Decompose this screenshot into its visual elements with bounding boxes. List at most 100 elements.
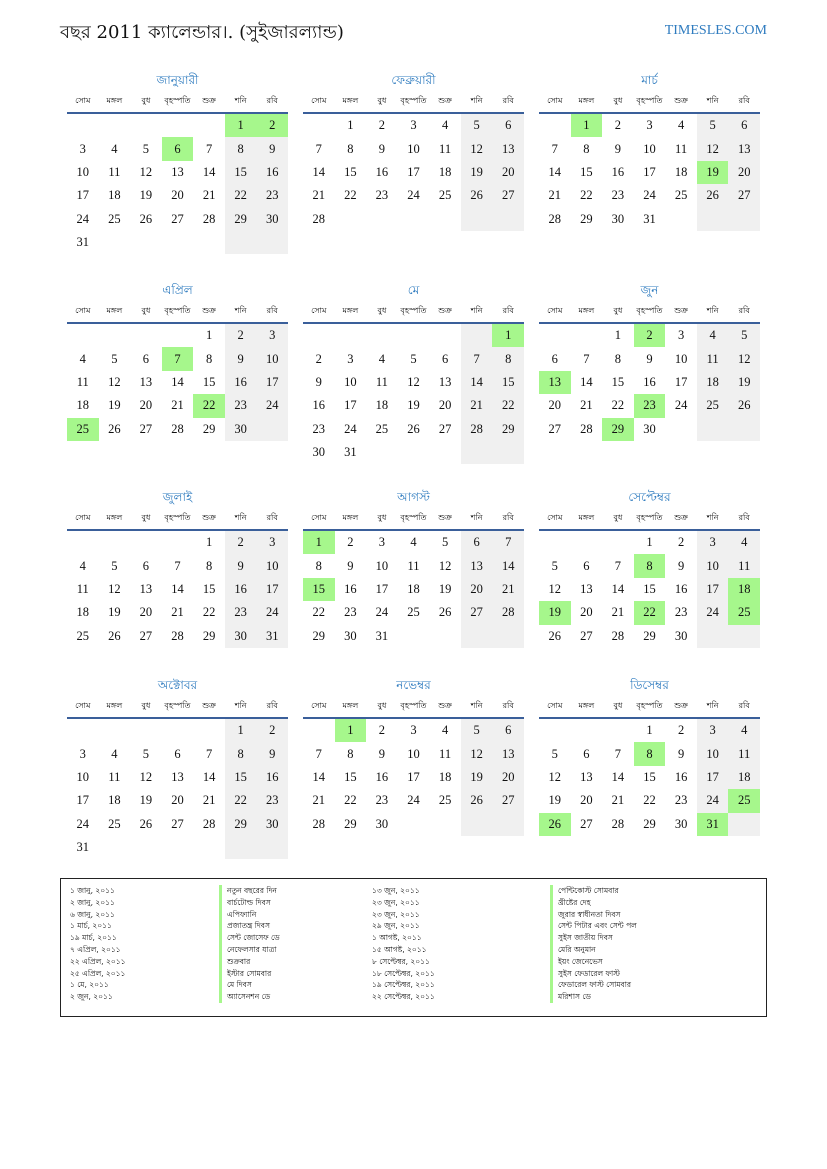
day-cell[interactable]: 21: [548, 188, 562, 203]
day-cell[interactable]: 25: [67, 417, 99, 441]
day-cell[interactable]: 24: [696, 601, 729, 625]
day-cell[interactable]: 24: [674, 398, 688, 413]
day-cell[interactable]: 19: [460, 765, 493, 790]
day-cell[interactable]: 30: [611, 211, 625, 226]
day-cell[interactable]: 12: [108, 374, 121, 389]
day-cell[interactable]: 28: [312, 211, 326, 226]
day-cell[interactable]: 31: [76, 840, 90, 855]
day-cell[interactable]: 5: [111, 558, 118, 573]
day-cell[interactable]: 20: [171, 188, 184, 203]
day-cell[interactable]: 14: [171, 374, 184, 389]
day-cell[interactable]: 2: [256, 719, 288, 743]
day-cell[interactable]: 24: [76, 211, 90, 226]
day-cell[interactable]: 4: [728, 531, 760, 555]
day-cell[interactable]: 10: [256, 347, 288, 371]
day-cell[interactable]: 15: [611, 374, 625, 389]
day-cell[interactable]: 18: [674, 164, 688, 179]
day-cell[interactable]: 18: [108, 793, 121, 808]
day-cell[interactable]: 22: [580, 188, 593, 203]
day-cell[interactable]: 28: [548, 211, 562, 226]
day-cell[interactable]: 13: [139, 374, 153, 389]
day-cell[interactable]: 13: [539, 370, 571, 395]
day-cell[interactable]: 2: [677, 535, 685, 550]
day-cell[interactable]: 11: [439, 746, 452, 761]
day-cell[interactable]: 19: [407, 398, 420, 413]
day-cell[interactable]: 3: [696, 531, 729, 555]
day-cell[interactable]: 23: [375, 793, 389, 808]
day-cell[interactable]: 4: [79, 558, 86, 573]
day-cell[interactable]: 9: [256, 137, 288, 161]
day-cell[interactable]: 11: [76, 374, 89, 389]
day-cell[interactable]: 25: [728, 601, 760, 625]
day-cell[interactable]: 1: [205, 535, 213, 550]
day-cell[interactable]: 21: [580, 398, 593, 413]
day-cell[interactable]: 22: [224, 184, 257, 208]
day-cell[interactable]: 19: [728, 370, 760, 395]
day-cell[interactable]: 21: [171, 398, 184, 413]
day-cell[interactable]: 10: [674, 351, 688, 366]
day-cell[interactable]: 4: [111, 141, 118, 156]
day-cell[interactable]: 6: [174, 746, 181, 761]
day-cell[interactable]: 16: [312, 398, 326, 413]
day-cell[interactable]: 2: [315, 351, 322, 366]
day-cell[interactable]: 7: [614, 746, 622, 761]
day-cell[interactable]: 8: [347, 746, 354, 761]
day-cell[interactable]: 9: [677, 558, 685, 573]
day-cell[interactable]: 7: [460, 347, 493, 371]
day-cell[interactable]: 8: [315, 558, 322, 573]
day-cell[interactable]: 30: [375, 816, 389, 831]
day-cell[interactable]: 20: [139, 398, 153, 413]
day-cell[interactable]: 13: [492, 137, 524, 161]
day-cell[interactable]: 11: [696, 347, 729, 371]
day-cell[interactable]: 10: [407, 141, 420, 156]
day-cell[interactable]: 26: [108, 628, 121, 643]
day-cell[interactable]: 30: [256, 812, 288, 836]
day-cell[interactable]: 2: [224, 324, 257, 348]
day-cell[interactable]: 12: [438, 558, 452, 573]
day-cell[interactable]: 23: [674, 793, 688, 808]
day-cell[interactable]: 8: [347, 141, 354, 156]
day-cell[interactable]: 6: [583, 558, 590, 573]
day-cell[interactable]: 19: [539, 601, 571, 625]
day-cell[interactable]: 9: [347, 558, 354, 573]
day-cell[interactable]: 20: [460, 577, 493, 602]
day-cell[interactable]: 1: [224, 114, 257, 138]
day-cell[interactable]: 31: [76, 235, 90, 250]
day-cell[interactable]: 6: [728, 114, 760, 138]
day-cell[interactable]: 25: [108, 816, 121, 831]
day-cell[interactable]: 5: [551, 746, 558, 761]
day-cell[interactable]: 30: [643, 421, 656, 436]
day-cell[interactable]: 4: [410, 535, 417, 550]
day-cell[interactable]: 1: [334, 719, 367, 743]
day-cell[interactable]: 3: [410, 118, 417, 133]
day-cell[interactable]: 18: [375, 398, 389, 413]
day-cell[interactable]: 2: [378, 723, 386, 738]
day-cell[interactable]: 27: [139, 421, 153, 436]
day-cell[interactable]: 21: [202, 793, 216, 808]
day-cell[interactable]: 25: [696, 394, 729, 418]
day-cell[interactable]: 8: [205, 558, 213, 573]
day-cell[interactable]: 26: [108, 421, 121, 436]
day-cell[interactable]: 15: [303, 577, 335, 602]
day-cell[interactable]: 6: [142, 351, 150, 366]
day-cell[interactable]: 17: [643, 164, 656, 179]
day-cell[interactable]: 29: [312, 628, 326, 643]
day-cell[interactable]: 5: [441, 535, 449, 550]
day-cell[interactable]: 25: [407, 605, 420, 620]
day-cell[interactable]: 20: [492, 160, 524, 185]
day-cell[interactable]: 9: [224, 347, 257, 371]
day-cell[interactable]: 9: [256, 742, 288, 766]
day-cell[interactable]: 28: [171, 421, 184, 436]
day-cell[interactable]: 17: [674, 374, 688, 389]
day-cell[interactable]: 30: [312, 445, 326, 460]
day-cell[interactable]: 21: [611, 605, 625, 620]
day-cell[interactable]: 25: [375, 421, 389, 436]
day-cell[interactable]: 1: [347, 118, 354, 133]
day-cell[interactable]: 13: [580, 769, 593, 784]
day-cell[interactable]: 30: [674, 816, 688, 831]
day-cell[interactable]: 18: [108, 188, 121, 203]
day-cell[interactable]: 5: [728, 324, 760, 348]
day-cell[interactable]: 22: [492, 394, 524, 418]
day-cell[interactable]: 23: [224, 601, 257, 625]
day-cell[interactable]: 19: [696, 160, 729, 185]
